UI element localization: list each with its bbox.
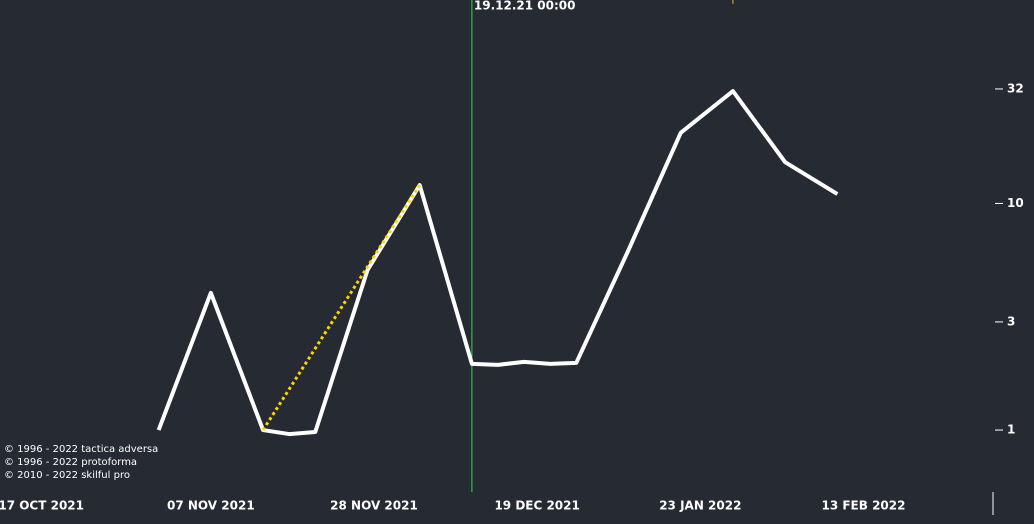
trendline: [261, 184, 421, 431]
copyright: © 1996 - 2022 protoforma: [4, 457, 137, 468]
y-tick-label: 3: [1007, 314, 1015, 328]
x-tick-label: 23 JAN 2022: [659, 499, 741, 513]
x-tick-label: 17 OCT 2021: [0, 499, 84, 513]
y-tick-label: 32: [1007, 81, 1024, 95]
y-tick-label: 10: [1007, 196, 1024, 210]
copyright: © 1996 - 2022 tactica adversa: [4, 444, 158, 455]
x-tick-label: 28 NOV 2021: [330, 499, 418, 513]
x-tick-label: 13 FEB 2022: [821, 499, 905, 513]
copyright: © 2010 - 2022 skilful pro: [4, 470, 130, 481]
y-tick-label: 1: [1007, 423, 1015, 437]
x-tick-label: 07 NOV 2021: [167, 499, 255, 513]
x-tick-label: 19 DEC 2021: [494, 499, 579, 513]
crosshair-label: 19.12.21 00:00: [474, 0, 576, 13]
series-line: [156, 89, 839, 437]
